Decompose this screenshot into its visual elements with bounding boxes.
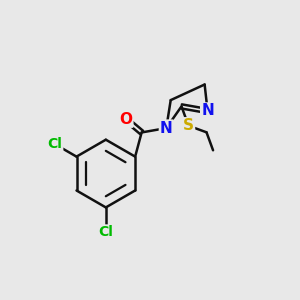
Text: N: N <box>201 103 214 118</box>
Text: O: O <box>119 112 132 127</box>
Text: Cl: Cl <box>98 225 113 239</box>
Text: Cl: Cl <box>47 137 62 151</box>
Text: S: S <box>183 118 194 133</box>
Text: N: N <box>160 121 173 136</box>
